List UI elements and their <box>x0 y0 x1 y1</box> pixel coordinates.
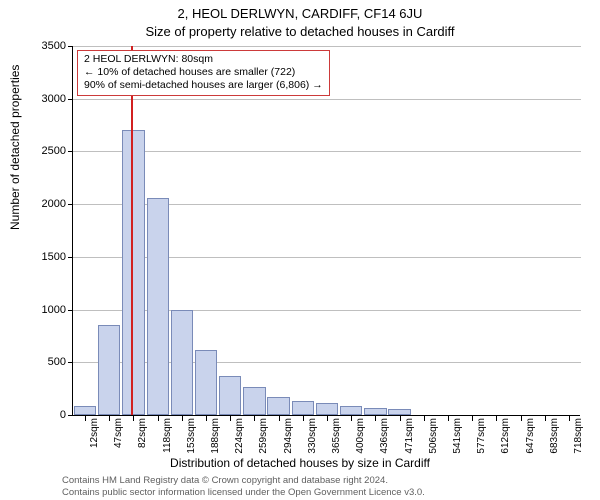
x-tick-mark <box>569 416 570 421</box>
marker-legend-box: 2 HEOL DERLWYN: 80sqm ← 10% of detached … <box>77 50 330 96</box>
y-tick-label: 2000 <box>16 198 66 210</box>
x-tick-mark <box>496 416 497 421</box>
property-marker-line <box>131 46 133 415</box>
x-tick-mark <box>400 416 401 421</box>
x-tick-mark <box>448 416 449 421</box>
x-tick-mark <box>158 416 159 421</box>
x-tick-mark <box>545 416 546 421</box>
y-tick-label: 2500 <box>16 145 66 157</box>
histogram-bar <box>195 350 217 415</box>
histogram-bar <box>364 408 386 415</box>
histogram-bar <box>74 406 96 415</box>
footer-line-2: Contains public sector information licen… <box>62 487 425 498</box>
y-tick-mark <box>68 99 73 100</box>
y-tick-mark <box>68 362 73 363</box>
x-tick-mark <box>230 416 231 421</box>
x-tick-mark <box>133 416 134 421</box>
figure-root: 2, HEOL DERLWYN, CARDIFF, CF14 6JU Size … <box>0 0 600 500</box>
y-gridline <box>73 46 581 47</box>
x-tick-mark <box>85 416 86 421</box>
legend-line-2: ← 10% of detached houses are smaller (72… <box>84 66 323 79</box>
figure-title-line1: 2, HEOL DERLWYN, CARDIFF, CF14 6JU <box>0 6 600 21</box>
x-tick-mark <box>254 416 255 421</box>
legend-line-1: 2 HEOL DERLWYN: 80sqm <box>84 53 323 66</box>
histogram-bar <box>340 406 362 415</box>
histogram-bar <box>267 397 289 415</box>
footer-line-1: Contains HM Land Registry data © Crown c… <box>62 475 388 486</box>
y-tick-mark <box>68 310 73 311</box>
y-tick-label: 3000 <box>16 93 66 105</box>
x-tick-mark <box>521 416 522 421</box>
x-tick-mark <box>206 416 207 421</box>
histogram-bar <box>292 401 314 415</box>
y-tick-label: 500 <box>16 356 66 368</box>
x-tick-mark <box>109 416 110 421</box>
histogram-bar <box>147 198 169 415</box>
y-tick-label: 0 <box>16 409 66 421</box>
histogram-bar <box>98 325 120 415</box>
x-tick-mark <box>303 416 304 421</box>
y-gridline <box>73 99 581 100</box>
y-tick-mark <box>68 151 73 152</box>
y-tick-mark <box>68 415 73 416</box>
plot-area: 12sqm47sqm82sqm118sqm153sqm188sqm224sqm2… <box>72 46 580 416</box>
histogram-bar <box>219 376 241 415</box>
x-tick-mark <box>327 416 328 421</box>
y-tick-mark <box>68 257 73 258</box>
y-tick-label: 1000 <box>16 304 66 316</box>
histogram-bar <box>122 130 144 415</box>
x-tick-mark <box>182 416 183 421</box>
y-tick-mark <box>68 204 73 205</box>
x-tick-mark <box>424 416 425 421</box>
x-tick-mark <box>351 416 352 421</box>
y-tick-label: 1500 <box>16 251 66 263</box>
histogram-bar <box>388 409 410 415</box>
histogram-bar <box>171 310 193 415</box>
figure-title-line2: Size of property relative to detached ho… <box>0 24 600 39</box>
histogram-bar <box>243 387 265 415</box>
x-axis-label: Distribution of detached houses by size … <box>0 456 600 470</box>
x-tick-mark <box>279 416 280 421</box>
x-tick-mark <box>375 416 376 421</box>
y-tick-mark <box>68 46 73 47</box>
x-tick-mark <box>472 416 473 421</box>
y-tick-label: 3500 <box>16 40 66 52</box>
legend-line-3: 90% of semi-detached houses are larger (… <box>84 79 323 92</box>
histogram-bar <box>316 403 338 415</box>
y-gridline <box>73 151 581 152</box>
